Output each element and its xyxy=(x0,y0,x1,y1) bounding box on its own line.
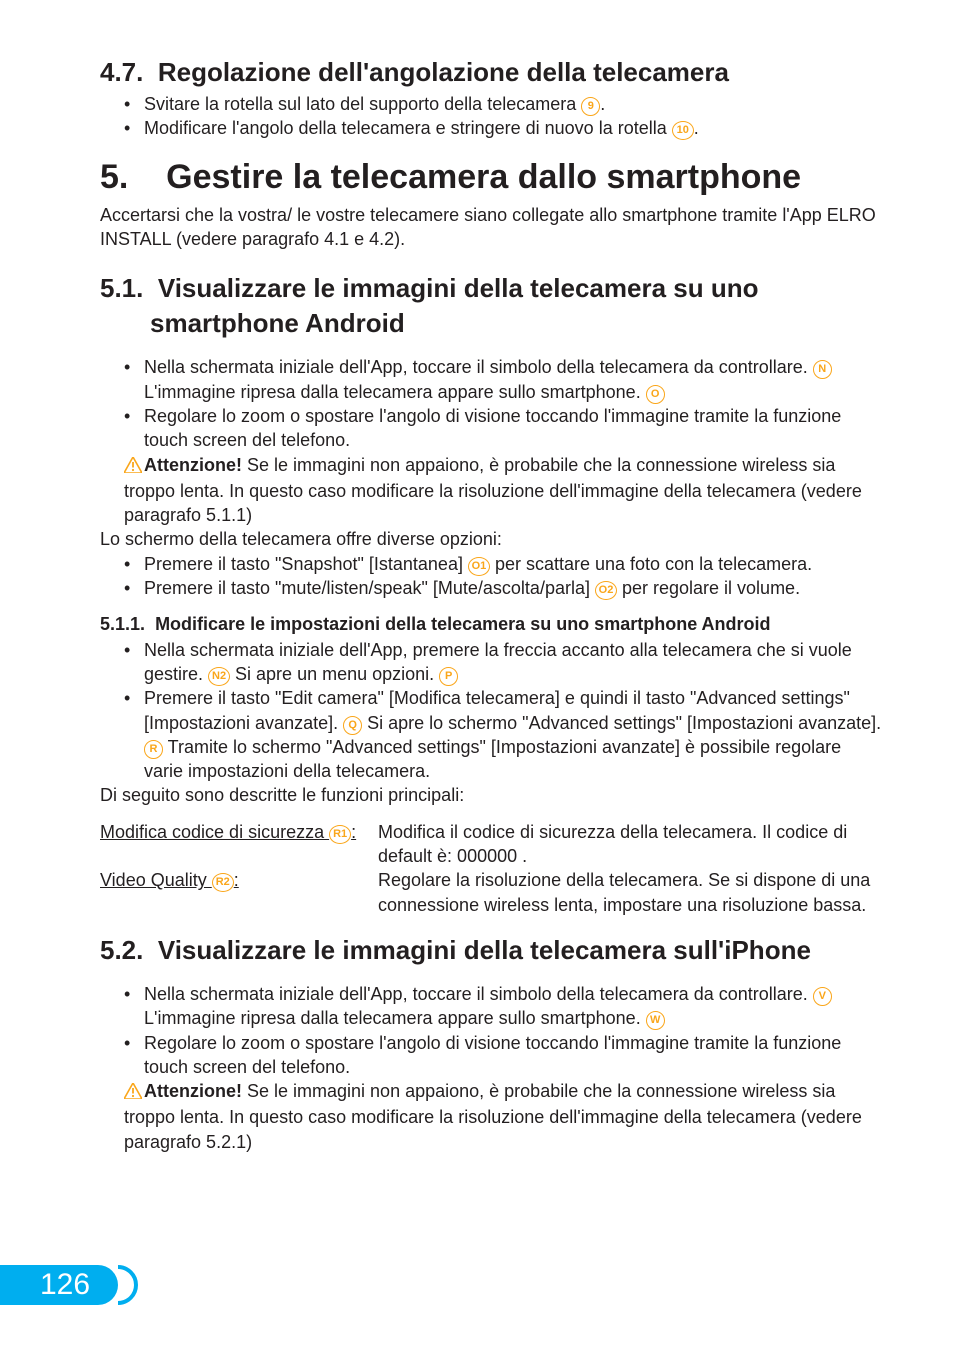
sec-num: 4.7. xyxy=(100,57,143,87)
sec-text: Modificare le impostazioni della telecam… xyxy=(155,614,770,634)
section-5-2-title: 5.2. Visualizzare le immagini della tele… xyxy=(100,933,884,968)
def-value: Modifica il codice di sicurezza della te… xyxy=(378,820,884,869)
list-item: Premere il tasto "Edit camera" [Modifica… xyxy=(124,686,884,783)
section-5-title: 5. Gestire la telecamera dallo smartphon… xyxy=(100,155,884,201)
marker-9: 9 xyxy=(581,97,600,116)
sec-text: Visualizzare le immagini della telecamer… xyxy=(158,935,811,965)
list-5-2: Nella schermata iniziale dell'App, tocca… xyxy=(100,982,884,1079)
page-number: 126 xyxy=(40,1265,90,1305)
warning-label: Attenzione! xyxy=(144,1081,242,1101)
list-4-7: Svitare la rotella sul lato del supporto… xyxy=(100,92,884,141)
marker-R1: R1 xyxy=(329,825,351,844)
warning-icon xyxy=(124,455,142,479)
sec-num: 5. xyxy=(100,158,128,196)
sec-text: Regolazione dell'angolazione della telec… xyxy=(158,57,729,87)
marker-O1: O1 xyxy=(468,557,490,576)
list-item: Nella schermata iniziale dell'App, tocca… xyxy=(124,982,884,1031)
list-item: Nella schermata iniziale dell'App, tocca… xyxy=(124,355,884,404)
list-5-1-a: Nella schermata iniziale dell'App, tocca… xyxy=(100,355,884,452)
outro-5-1-1: Di seguito sono descritte le funzioni pr… xyxy=(100,783,884,807)
sec-num: 5.1. xyxy=(100,273,143,303)
definition-block: Modifica codice di sicurezza R1: Modific… xyxy=(100,820,884,917)
def-row: Video Quality R2: Regolare la risoluzion… xyxy=(100,868,884,917)
section-5-1-1-title: 5.1.1. Modificare le impostazioni della … xyxy=(100,612,884,636)
marker-N2: N2 xyxy=(208,667,230,686)
sec-text: Gestire la telecamera dallo smartphone xyxy=(166,158,801,196)
page-content: 4.7. Regolazione dell'angolazione della … xyxy=(0,0,954,1154)
list-item: Modificare l'angolo della telecamera e s… xyxy=(124,116,884,140)
list-item: Premere il tasto "Snapshot" [Istantanea]… xyxy=(124,552,884,576)
section-5-intro: Accertarsi che la vostra/ le vostre tele… xyxy=(100,203,884,252)
marker-Q: Q xyxy=(343,716,362,735)
marker-W: W xyxy=(646,1011,665,1030)
def-label: Modifica codice di sicurezza R1: xyxy=(100,820,378,869)
list-item: Svitare la rotella sul lato del supporto… xyxy=(124,92,884,116)
marker-O2: O2 xyxy=(595,581,617,600)
def-label: Video Quality R2: xyxy=(100,868,378,917)
list-item: Premere il tasto "mute/listen/speak" [Mu… xyxy=(124,576,884,600)
sec-num: 5.2. xyxy=(100,935,143,965)
marker-R2: R2 xyxy=(212,873,234,892)
warning-icon xyxy=(124,1081,142,1105)
marker-P: P xyxy=(439,667,458,686)
sec-text: Visualizzare le immagini della telecamer… xyxy=(150,273,758,338)
line-5-1-options: Lo schermo della telecamera offre divers… xyxy=(100,527,884,551)
sec-num: 5.1.1. xyxy=(100,614,145,634)
def-value: Regolare la risoluzione della telecamera… xyxy=(378,868,884,917)
page-footer: 126 xyxy=(0,1265,130,1305)
list-item: Nella schermata iniziale dell'App, preme… xyxy=(124,638,884,687)
marker-V: V xyxy=(813,987,832,1006)
section-4-7-title: 4.7. Regolazione dell'angolazione della … xyxy=(100,55,884,90)
marker-O: O xyxy=(646,385,665,404)
warning-5-1: Attenzione! Se le immagini non appaiono,… xyxy=(100,453,884,528)
marker-10: 10 xyxy=(672,121,694,140)
list-item: Regolare lo zoom o spostare l'angolo di … xyxy=(124,404,884,453)
warning-label: Attenzione! xyxy=(144,455,242,475)
marker-R: R xyxy=(144,740,163,759)
marker-N: N xyxy=(813,360,832,379)
list-5-1-b: Premere il tasto "Snapshot" [Istantanea]… xyxy=(100,552,884,601)
section-5-1-title: 5.1. Visualizzare le immagini della tele… xyxy=(100,271,884,341)
warning-5-2: Attenzione! Se le immagini non appaiono,… xyxy=(100,1079,884,1154)
list-5-1-1: Nella schermata iniziale dell'App, preme… xyxy=(100,638,884,784)
list-item: Regolare lo zoom o spostare l'angolo di … xyxy=(124,1031,884,1080)
def-row: Modifica codice di sicurezza R1: Modific… xyxy=(100,820,884,869)
